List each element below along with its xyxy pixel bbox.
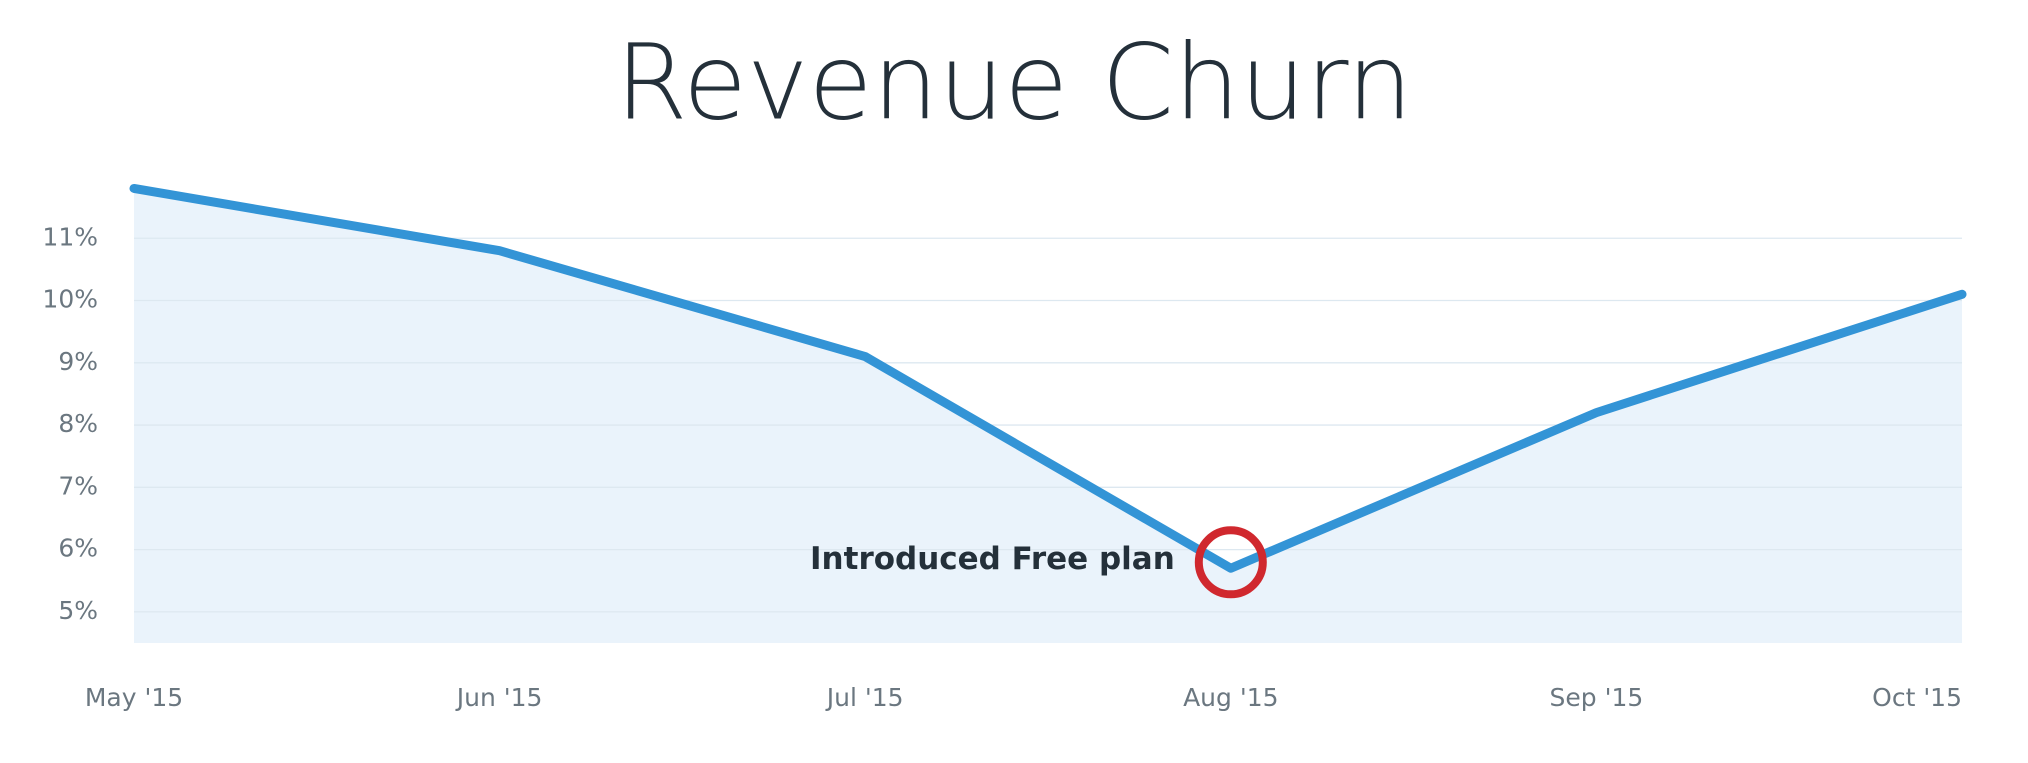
x-tick-label: Jul '15	[825, 683, 904, 712]
annotation: Introduced Free plan	[810, 541, 1175, 577]
x-tick-label: Aug '15	[1183, 683, 1278, 712]
x-tick-label: Sep '15	[1550, 683, 1644, 712]
y-tick-label: 11%	[42, 222, 98, 251]
y-tick-label: 5%	[58, 596, 98, 625]
y-tick-label: 6%	[58, 534, 98, 563]
y-tick-label: 7%	[58, 471, 98, 500]
area-fill	[134, 188, 1962, 643]
line	[129, 183, 1967, 573]
x-tick-label: May '15	[85, 683, 183, 712]
x-tick-label: Jun '15	[455, 683, 543, 712]
x-tick-label: Oct '15	[1872, 683, 1962, 712]
y-tick-label: 9%	[58, 347, 98, 376]
annotation-marker	[1194, 526, 1267, 599]
y-tick-label: 10%	[42, 285, 98, 314]
y-tick-label: 8%	[58, 409, 98, 438]
chart-title: Revenue Churn	[615, 21, 1412, 143]
